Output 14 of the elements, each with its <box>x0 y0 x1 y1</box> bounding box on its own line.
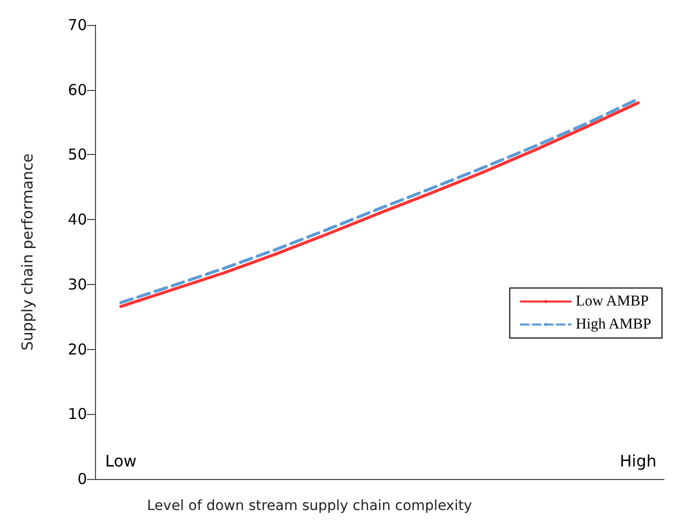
x-axis-title: Level of down stream supply chain complexity <box>146 498 472 514</box>
legend-label: Low AMBP <box>576 294 649 310</box>
y-tick-label: 10 <box>68 405 87 424</box>
y-axis-title: Supply chain performance <box>18 153 36 351</box>
y-tick-label: 30 <box>68 275 87 294</box>
y-tick-label: 60 <box>68 80 87 99</box>
x-tick-label: High <box>620 452 657 470</box>
legend-label: High AMBP <box>576 316 652 332</box>
y-tick-label: 70 <box>68 16 87 34</box>
y-tick-label: 20 <box>68 340 87 358</box>
y-tick-label: 50 <box>68 146 87 164</box>
x-tick-label: Low <box>105 452 137 470</box>
y-tick-label: 0 <box>77 470 87 488</box>
y-tick-label: 40 <box>68 210 87 229</box>
